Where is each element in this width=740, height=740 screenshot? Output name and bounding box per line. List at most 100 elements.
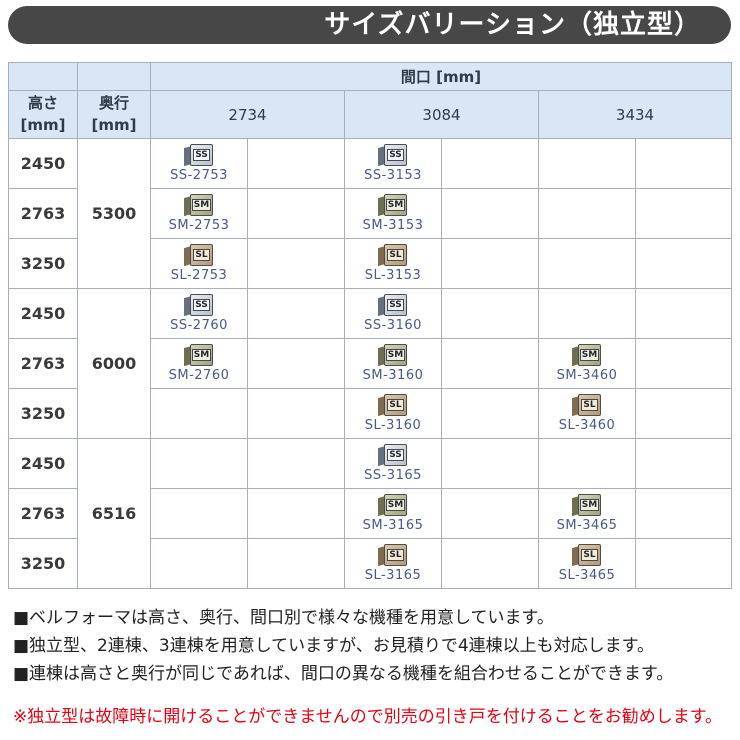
icon-front-face: SM xyxy=(384,194,407,216)
table-row: 2763 SM SM-3165 SM SM-3465 xyxy=(8,488,733,539)
product-model-label: SL-3160 xyxy=(364,418,422,433)
product-cell: SS SS-2760 xyxy=(150,288,248,339)
empty-subcell xyxy=(247,488,345,539)
product: SL SL-3460 xyxy=(559,394,616,433)
product-icon-sl: SL xyxy=(377,244,408,267)
product-model-label: SM-3465 xyxy=(556,518,618,533)
empty-subcell xyxy=(247,188,345,239)
product-icon-sl: SL xyxy=(377,544,408,567)
empty-subcell xyxy=(247,138,345,189)
product-cell: SL SL-3160 xyxy=(344,388,442,439)
product: SS SS-2753 xyxy=(170,144,228,183)
product-cell: SS SS-3153 xyxy=(344,138,442,189)
empty-subcell xyxy=(441,138,539,189)
empty-subcell xyxy=(247,538,345,589)
page-title: サイズバリーション（独立型） xyxy=(8,6,731,44)
product-icon-sm: SM xyxy=(572,494,602,517)
product-cell: SS SS-3165 xyxy=(344,438,442,489)
frontage-header-2734: 2734 xyxy=(150,90,345,139)
depth-axis-header: 奥行 [mm] xyxy=(77,90,151,139)
icon-front-face: SM xyxy=(190,194,213,216)
empty-subcell xyxy=(441,338,539,389)
height-cell: 3250 xyxy=(8,388,78,439)
product: SS SS-3160 xyxy=(364,294,422,333)
product: SS SS-3165 xyxy=(364,444,422,483)
size-variation-table: 間口 [mm] 高さ [mm] 奥行 [mm] 2734 3084 3434 2… xyxy=(8,62,733,589)
product: SL SL-2753 xyxy=(171,244,228,283)
product: SL SL-3465 xyxy=(559,544,616,583)
height-cell: 2450 xyxy=(8,438,78,489)
product-icon-sl: SL xyxy=(183,244,214,267)
product-cell: SL SL-3153 xyxy=(344,238,442,289)
product-model-label: SS-3165 xyxy=(364,468,422,483)
product-icon-sl: SL xyxy=(571,394,602,417)
icon-series-tag: SL xyxy=(581,399,598,411)
product: SM SM-3165 xyxy=(363,494,424,533)
icon-series-tag: SS xyxy=(193,149,210,161)
icon-series-tag: SM xyxy=(191,199,212,211)
height-cell: 3250 xyxy=(8,538,78,589)
empty-subcell xyxy=(247,438,345,489)
product-icon-sm: SM xyxy=(184,344,214,367)
product: SM SM-3160 xyxy=(363,344,424,383)
product-cell: SM SM-2753 xyxy=(150,188,248,239)
icon-series-tag: SS xyxy=(387,449,404,461)
product-icon-sm: SM xyxy=(378,344,408,367)
empty-subcell xyxy=(634,438,733,489)
product-model-label: SM-3153 xyxy=(362,218,424,233)
icon-series-tag: SS xyxy=(193,299,210,311)
icon-front-face: SL xyxy=(383,394,407,416)
product: SL SL-3153 xyxy=(365,244,422,283)
height-cell: 2450 xyxy=(8,288,78,339)
frontage-span-header: 間口 [mm] xyxy=(149,62,733,91)
empty-subcell xyxy=(247,338,345,389)
product: SM SM-2760 xyxy=(169,344,230,383)
height-cell: 2763 xyxy=(8,488,78,539)
product-cell: SM SM-3153 xyxy=(344,188,442,239)
empty-subcell xyxy=(634,338,733,389)
product-cell: SM SM-3465 xyxy=(538,488,636,539)
empty-subcell xyxy=(441,388,539,439)
depth-cell: 6516 xyxy=(77,438,151,589)
product-cell: SL SL-2753 xyxy=(150,238,248,289)
empty-subcell xyxy=(634,488,733,539)
icon-front-face: SS xyxy=(384,444,407,466)
product-model-label: SM-3160 xyxy=(362,368,424,383)
height-cell: 2763 xyxy=(8,338,78,389)
product: SL SL-3160 xyxy=(365,394,422,433)
icon-front-face: SM xyxy=(190,344,213,366)
product: SM SM-3460 xyxy=(557,344,618,383)
empty-cell xyxy=(538,188,636,239)
product-cell: SM SM-3460 xyxy=(538,338,636,389)
product: SM SM-3153 xyxy=(363,194,424,233)
product-icon-ss: SS xyxy=(184,294,214,317)
table-row: 2763 SM SM-2760 SM SM-3160 SM SM-3460 xyxy=(8,338,733,389)
product-cell: SL SL-3465 xyxy=(538,538,636,589)
table-row: 2763 SM SM-2753 SM SM-3153 xyxy=(8,188,733,239)
icon-series-tag: SL xyxy=(387,249,404,261)
size-table-body: 2450 5300 SS SS-2753 SS SS-3153 2763 SM SM-2753 S… xyxy=(8,138,733,589)
icon-series-tag: SL xyxy=(193,249,210,261)
product-icon-sm: SM xyxy=(378,194,408,217)
icon-series-tag: SM xyxy=(385,349,406,361)
empty-subcell xyxy=(247,288,345,339)
product-icon-sm: SM xyxy=(572,344,602,367)
product-icon-sl: SL xyxy=(377,394,408,417)
depth-cell: 6000 xyxy=(77,288,151,439)
height-cell: 2763 xyxy=(8,188,78,239)
table-row: 2450 5300 SS SS-2753 SS SS-3153 xyxy=(8,138,733,289)
product: SL SL-3165 xyxy=(365,544,422,583)
empty-subcell xyxy=(634,388,733,439)
note-item: ■連棟は高さと奥行が同じであれば、間口の異なる機種を組合わせることができます。 xyxy=(13,664,674,684)
empty-subcell xyxy=(441,188,539,239)
icon-series-tag: SL xyxy=(387,549,404,561)
empty-subcell xyxy=(634,138,733,189)
icon-front-face: SL xyxy=(577,544,601,566)
note-item: ■ベルフォーマは高さ、奥行、間口別で様々な機種を用意しています。 xyxy=(13,608,554,628)
product-model-label: SL-3465 xyxy=(558,568,616,583)
icon-series-tag: SL xyxy=(387,399,404,411)
depth-cell: 5300 xyxy=(77,138,151,289)
icon-series-tag: SM xyxy=(385,499,406,511)
product-model-label: SL-3165 xyxy=(364,568,422,583)
corner-blank-cell xyxy=(8,62,78,91)
